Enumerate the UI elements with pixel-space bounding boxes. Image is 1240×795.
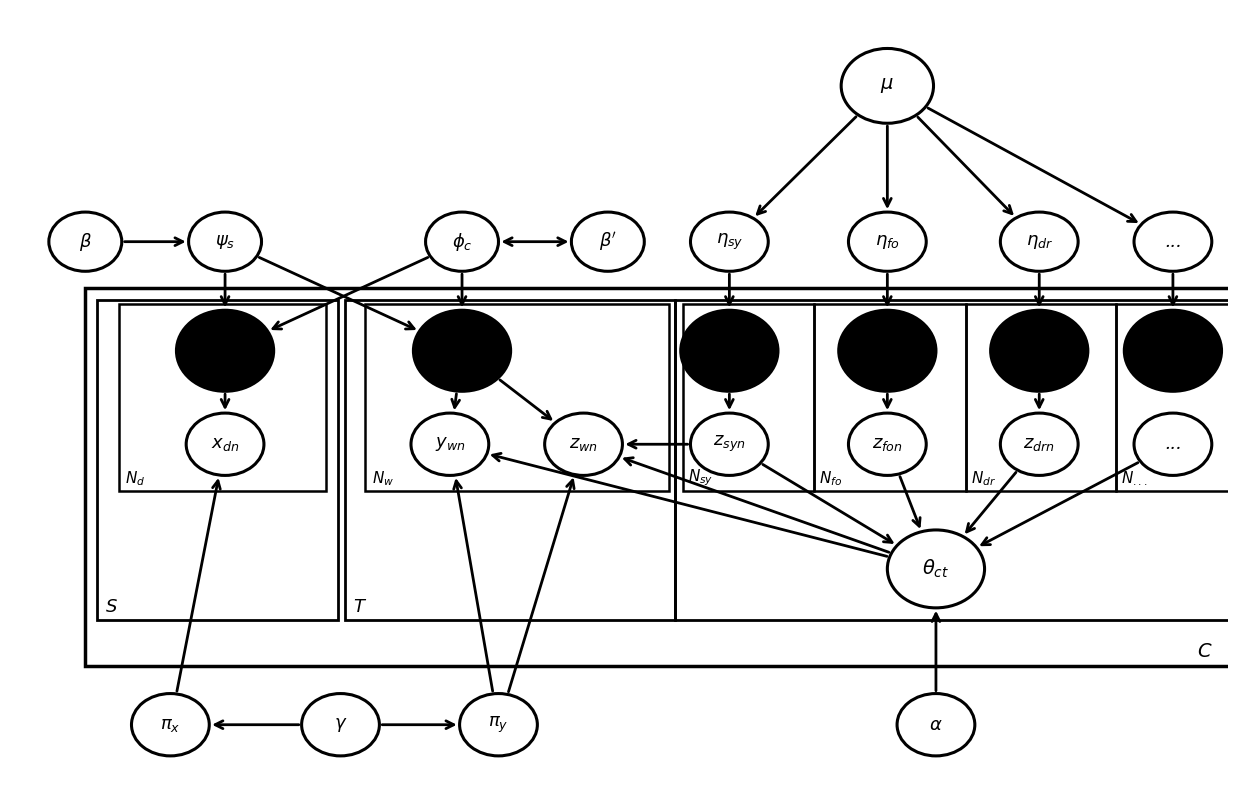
Text: $z_{drn}$: $z_{drn}$ <box>1023 435 1055 453</box>
Text: $z_{wn}$: $z_{wn}$ <box>569 435 598 453</box>
Ellipse shape <box>176 310 274 391</box>
Bar <box>365 304 668 491</box>
Ellipse shape <box>681 310 777 391</box>
Ellipse shape <box>544 413 622 475</box>
Text: $C$: $C$ <box>1197 642 1213 661</box>
Ellipse shape <box>1125 310 1221 391</box>
Ellipse shape <box>897 693 975 756</box>
Text: $\beta$: $\beta$ <box>79 231 92 253</box>
Text: $\alpha$: $\alpha$ <box>929 716 942 734</box>
Text: $\gamma$: $\gamma$ <box>334 716 347 734</box>
Ellipse shape <box>1135 212 1211 271</box>
Ellipse shape <box>131 693 210 756</box>
Bar <box>683 304 815 491</box>
Text: $x_{dn}$: $x_{dn}$ <box>211 435 239 453</box>
Text: $T$: $T$ <box>352 598 367 615</box>
Ellipse shape <box>1001 212 1078 271</box>
Text: $N_{fo}$: $N_{fo}$ <box>820 469 842 488</box>
Ellipse shape <box>460 693 537 756</box>
Text: $N_w$: $N_w$ <box>372 469 394 488</box>
Text: $S$: $S$ <box>104 598 118 615</box>
Ellipse shape <box>572 212 645 271</box>
Text: $\mu$: $\mu$ <box>880 76 894 95</box>
Bar <box>1116 304 1234 491</box>
Ellipse shape <box>48 212 122 271</box>
Text: $N_d$: $N_d$ <box>125 469 145 488</box>
Ellipse shape <box>413 310 511 391</box>
Bar <box>675 301 1234 619</box>
Text: $\eta_{dr}$: $\eta_{dr}$ <box>1025 233 1053 250</box>
Ellipse shape <box>301 693 379 756</box>
Text: $y_{wn}$: $y_{wn}$ <box>434 435 465 453</box>
Text: $\eta_{sy}$: $\eta_{sy}$ <box>715 231 743 252</box>
Text: $\pi_x$: $\pi_x$ <box>160 716 181 734</box>
Text: $\psi_s$: $\psi_s$ <box>215 233 236 250</box>
Text: $\eta_{fo}$: $\eta_{fo}$ <box>875 233 900 250</box>
Bar <box>346 301 675 619</box>
Ellipse shape <box>410 413 489 475</box>
Text: $N_{...}$: $N_{...}$ <box>1121 469 1147 488</box>
Text: $z_{fon}$: $z_{fon}$ <box>872 435 903 453</box>
Bar <box>86 289 1234 666</box>
Text: ...: ... <box>1164 233 1182 250</box>
Ellipse shape <box>1001 413 1078 475</box>
Ellipse shape <box>425 212 498 271</box>
Bar <box>119 304 326 491</box>
Ellipse shape <box>691 212 769 271</box>
Ellipse shape <box>188 212 262 271</box>
Text: $\theta_{ct}$: $\theta_{ct}$ <box>923 558 950 580</box>
Text: $\beta'$: $\beta'$ <box>599 231 618 253</box>
Ellipse shape <box>848 212 926 271</box>
Text: $N_{dr}$: $N_{dr}$ <box>971 469 996 488</box>
Ellipse shape <box>838 310 936 391</box>
Ellipse shape <box>1135 413 1211 475</box>
Bar <box>815 304 966 491</box>
Text: ...: ... <box>1164 435 1182 453</box>
Text: $z_{syn}$: $z_{syn}$ <box>713 434 745 455</box>
Bar <box>98 301 339 619</box>
Ellipse shape <box>841 48 934 123</box>
Ellipse shape <box>691 413 769 475</box>
Ellipse shape <box>848 413 926 475</box>
Ellipse shape <box>888 530 985 608</box>
Bar <box>966 304 1116 491</box>
Text: $N_{sy}$: $N_{sy}$ <box>688 467 713 488</box>
Ellipse shape <box>991 310 1087 391</box>
Ellipse shape <box>186 413 264 475</box>
Text: $\phi_c$: $\phi_c$ <box>451 231 472 253</box>
Text: $\pi_y$: $\pi_y$ <box>489 715 508 735</box>
